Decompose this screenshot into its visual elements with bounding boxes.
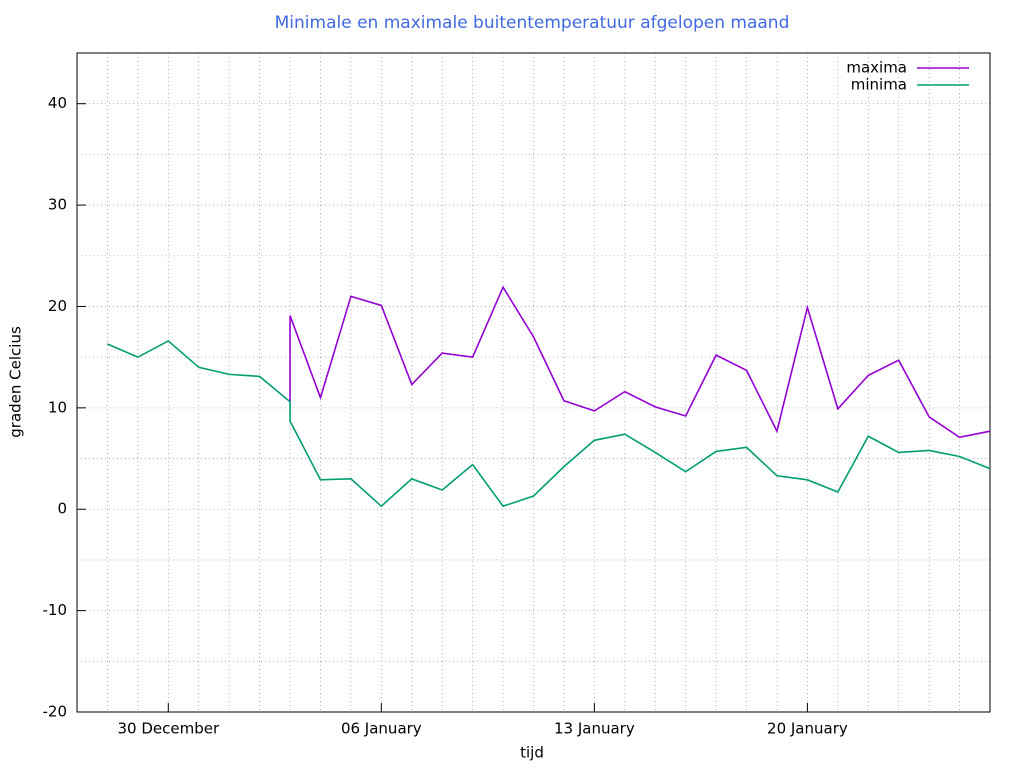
x-tick-label: 13 January (554, 720, 635, 738)
legend-label: maxima (846, 59, 907, 77)
legend-label: minima (851, 76, 907, 94)
y-tick-label: 40 (48, 94, 67, 112)
y-tick-label: -20 (43, 703, 68, 721)
x-tick-label: 06 January (341, 720, 422, 738)
x-tick-label: 20 January (767, 720, 848, 738)
y-tick-label: 30 (48, 196, 67, 214)
y-tick-label: 10 (48, 398, 67, 416)
y-tick-label: 20 (48, 297, 67, 315)
chart-title: Minimale en maximale buitentemperatuur a… (275, 13, 790, 33)
y-tick-label: 0 (57, 500, 67, 518)
series-line (289, 285, 991, 439)
plot-frame (76, 52, 991, 713)
y-tick-label: -10 (43, 601, 68, 619)
x-axis-label: tijd (520, 744, 544, 762)
x-tick-label: 30 December (117, 720, 219, 738)
y-axis-label: graden Celcius (7, 326, 25, 438)
series-line (107, 339, 991, 508)
